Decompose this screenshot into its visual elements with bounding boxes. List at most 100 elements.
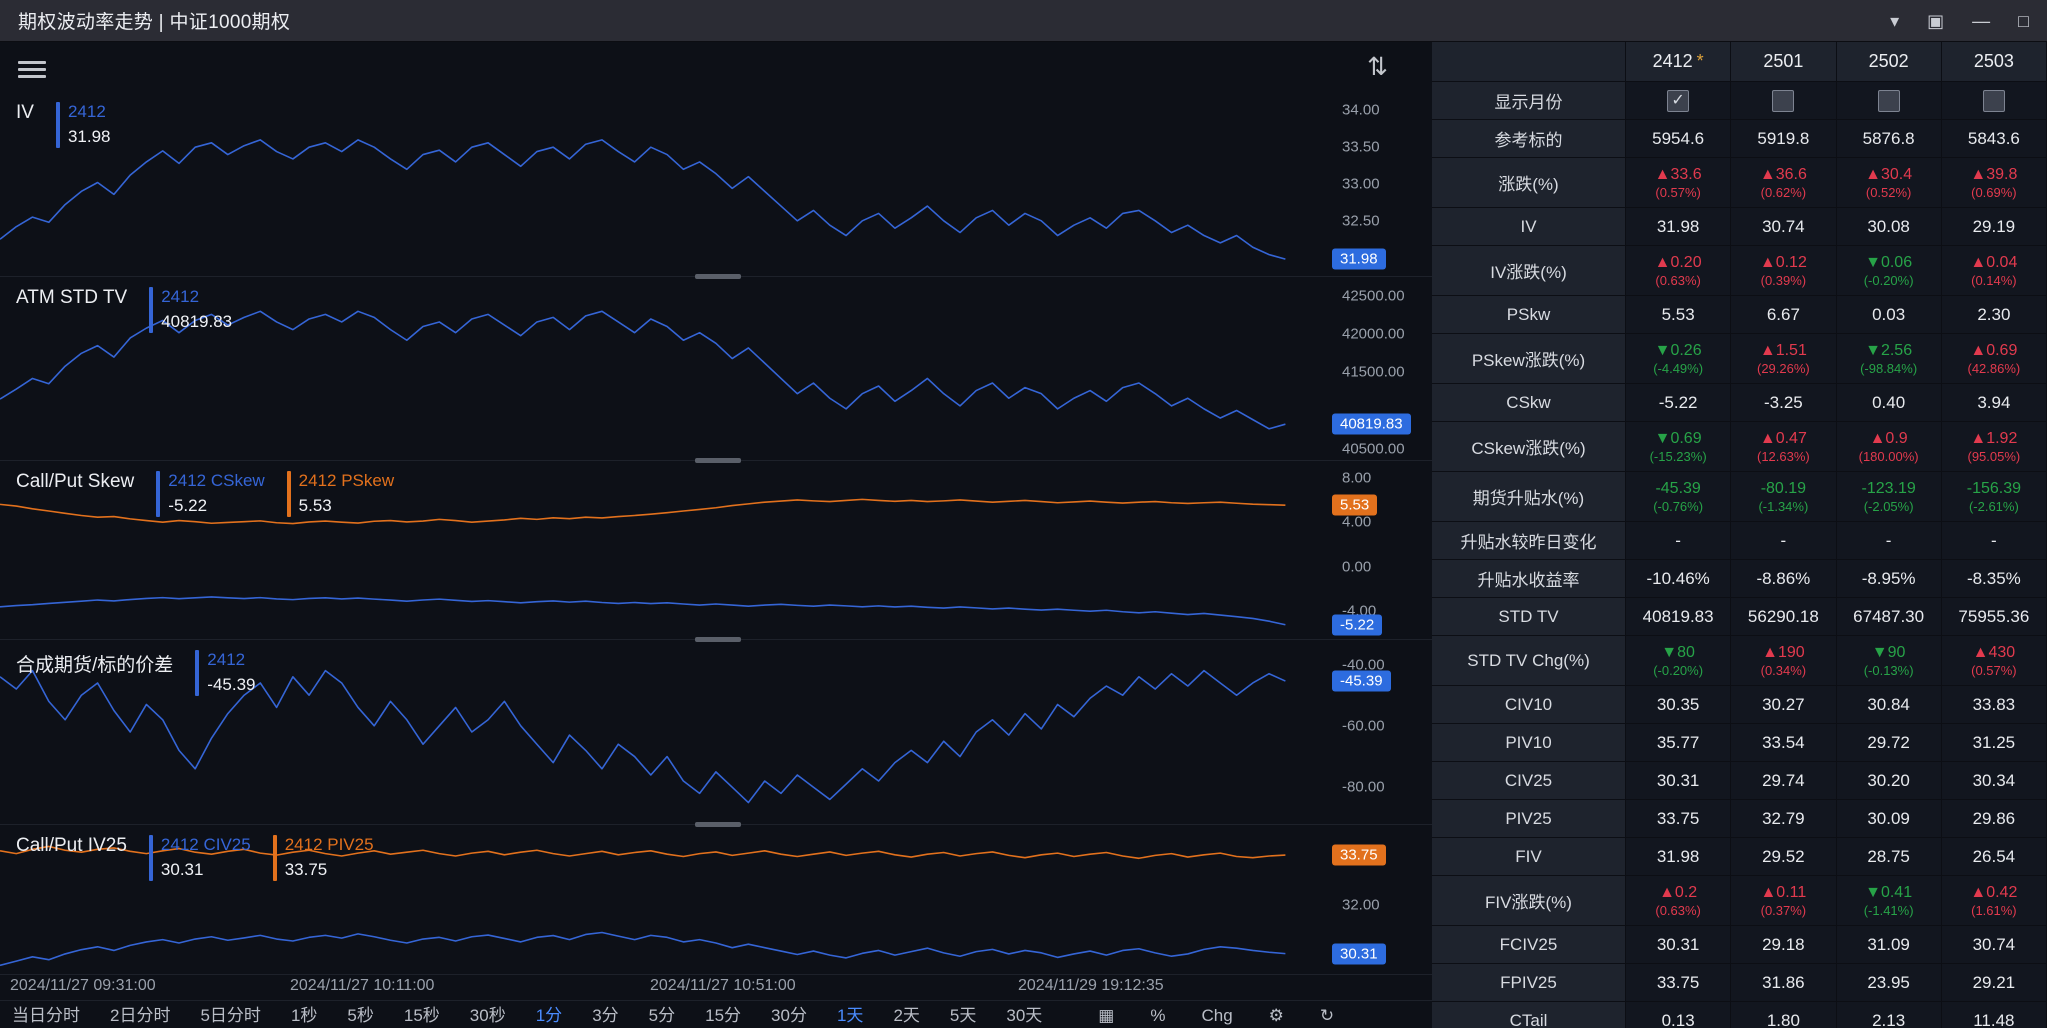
month-checkbox[interactable] xyxy=(1878,90,1900,112)
panel-resize-handle[interactable] xyxy=(695,458,741,463)
table-cell: 35.77 xyxy=(1626,724,1731,762)
table-cell: 1.80 xyxy=(1731,1002,1836,1028)
table-cell: 75955.36 xyxy=(1942,598,2047,636)
plot-iv xyxy=(0,92,1332,276)
maximize-button[interactable]: □ xyxy=(2018,12,2029,30)
month-checkbox[interactable] xyxy=(1983,90,2005,112)
refresh-icon[interactable]: ↻ xyxy=(1320,1006,1334,1026)
period-5d[interactable]: 5天 xyxy=(950,1006,976,1028)
cell-sub-value: (0.63%) xyxy=(1655,903,1701,918)
y-tick: -80.00 xyxy=(1342,779,1385,796)
table-cell: 5954.6 xyxy=(1626,120,1731,158)
cell-sub-value: (-0.20%) xyxy=(1653,663,1703,678)
table-cell: 31.98 xyxy=(1626,208,1731,246)
table-row: FIV涨跌(%)▲0.2(0.63%)▲0.11(0.37%)▼0.41(-1.… xyxy=(1432,876,2047,926)
popout-icon[interactable]: ▣ xyxy=(1927,12,1944,30)
month-checkbox[interactable] xyxy=(1772,90,1794,112)
row-label: 参考标的 xyxy=(1432,120,1626,158)
period-15m[interactable]: 15分 xyxy=(705,1006,741,1028)
table-cell: - xyxy=(1942,522,2047,560)
period-intraday-today[interactable]: 当日分时 xyxy=(12,1006,80,1028)
table-cell: 0.40 xyxy=(1837,384,1942,422)
period-15s[interactable]: 15秒 xyxy=(404,1006,440,1028)
minimize-button[interactable]: — xyxy=(1972,12,1990,30)
series-legend: 2412-45.39 xyxy=(195,650,255,696)
cell-main-value: ▲39.8 xyxy=(1970,166,2017,184)
y-axis-spread: -40.00-60.00-80.00-45.39 xyxy=(1332,640,1432,824)
calendar-icon[interactable]: ▦ xyxy=(1098,1006,1114,1026)
period-intraday-2d[interactable]: 2日分时 xyxy=(110,1006,170,1028)
table-cell: 30.08 xyxy=(1837,208,1942,246)
table-row: CSkw-5.22-3.250.403.94 xyxy=(1432,384,2047,422)
period-5s[interactable]: 5秒 xyxy=(347,1006,373,1028)
table-cell: 30.74 xyxy=(1942,926,2047,964)
panel-resize-handle[interactable] xyxy=(695,274,741,279)
row-label: FPIV25 xyxy=(1432,964,1626,1002)
window-dropdown-caret[interactable]: ▾ xyxy=(1890,12,1899,30)
cell-sub-value: (0.57%) xyxy=(1655,185,1701,200)
period-30d[interactable]: 30天 xyxy=(1006,1006,1042,1028)
series-legend: 241231.98 xyxy=(56,102,111,148)
table-cell: ▲0.04(0.14%) xyxy=(1942,246,2047,296)
table-cell: 32.79 xyxy=(1731,800,1836,838)
period-1d[interactable]: 1天 xyxy=(837,1006,863,1028)
table-row: STD TV Chg(%)▼80(-0.20%)▲190(0.34%)▼90(-… xyxy=(1432,636,2047,686)
series-color-bar xyxy=(273,835,277,881)
column-header-2502[interactable]: 2502 xyxy=(1837,42,1942,82)
panel-resize-handle[interactable] xyxy=(695,822,741,827)
period-1s[interactable]: 1秒 xyxy=(291,1006,317,1028)
column-header-2501[interactable]: 2501 xyxy=(1731,42,1836,82)
row-label: FCIV25 xyxy=(1432,926,1626,964)
cell-sub-value: (-98.84%) xyxy=(1860,361,1917,376)
panel-legend: IV241231.98 xyxy=(16,102,111,148)
chart-panel-atm: ATM STD TV241240819.8342500.0042000.0041… xyxy=(0,277,1432,461)
row-label: CIV10 xyxy=(1432,686,1626,724)
column-header-label: 2501 xyxy=(1763,51,1803,72)
series-color-bar xyxy=(195,650,199,696)
period-30s[interactable]: 30秒 xyxy=(470,1006,506,1028)
x-axis-label: 2024/11/27 09:31:00 xyxy=(10,977,156,995)
data-table: 2412*250125022503显示月份✓参考标的5954.65919.858… xyxy=(1432,42,2047,1028)
table-cell: - xyxy=(1837,522,1942,560)
period-1m[interactable]: 1分 xyxy=(536,1006,562,1028)
table-cell: 30.09 xyxy=(1837,800,1942,838)
column-header-2412[interactable]: 2412* xyxy=(1626,42,1731,82)
panel-title: Call/Put IV25 xyxy=(16,835,127,857)
table-cell: ▼0.69(-15.23%) xyxy=(1626,422,1731,472)
row-label: FIV xyxy=(1432,838,1626,876)
period-3m[interactable]: 3分 xyxy=(592,1006,618,1028)
series-legend: 2412 PIV2533.75 xyxy=(273,835,374,881)
settings-icon[interactable]: ⚙ xyxy=(1269,1006,1284,1026)
menu-icon[interactable] xyxy=(18,57,46,82)
sort-icon[interactable]: ⇅ xyxy=(1367,52,1388,82)
table-cell: ▲0.2(0.63%) xyxy=(1626,876,1731,926)
table-cell: ▲0.9(180.00%) xyxy=(1837,422,1942,472)
row-label: STD TV xyxy=(1432,598,1626,636)
period-intraday-5d[interactable]: 5日分时 xyxy=(200,1006,260,1028)
chg-toggle[interactable]: Chg xyxy=(1201,1006,1232,1026)
table-cell: 31.09 xyxy=(1837,926,1942,964)
period-2d[interactable]: 2天 xyxy=(893,1006,919,1028)
y-tick: 32.50 xyxy=(1342,212,1380,229)
value-badge: -45.39 xyxy=(1332,671,1391,692)
table-cell: 29.86 xyxy=(1942,800,2047,838)
x-axis-label: 2024/11/27 10:11:00 xyxy=(290,977,434,995)
period-5m[interactable]: 5分 xyxy=(649,1006,675,1028)
column-header-2503[interactable]: 2503 xyxy=(1942,42,2047,82)
table-cell: ▼80(-0.20%) xyxy=(1626,636,1731,686)
cell-sub-value: (-2.05%) xyxy=(1864,499,1914,514)
value-badge: 30.31 xyxy=(1332,943,1386,964)
series-legend-text: 2412 PIV2533.75 xyxy=(285,835,374,881)
series-legend: 2412 CSkew-5.22 xyxy=(156,471,264,517)
series-name: 2412 CSkew xyxy=(168,471,264,491)
month-checkbox[interactable]: ✓ xyxy=(1667,90,1689,112)
panel-resize-handle[interactable] xyxy=(695,637,741,642)
percent-toggle[interactable]: % xyxy=(1150,1006,1165,1026)
table-row: FPIV2533.7531.8623.9529.21 xyxy=(1432,964,2047,1002)
period-30m[interactable]: 30分 xyxy=(771,1006,807,1028)
table-cell: 29.18 xyxy=(1731,926,1836,964)
cell-main-value: ▲0.04 xyxy=(1970,254,2017,272)
table-cell: 26.54 xyxy=(1942,838,2047,876)
series-name: 2412 xyxy=(68,102,111,122)
panel-legend: 合成期货/标的价差2412-45.39 xyxy=(16,650,255,696)
